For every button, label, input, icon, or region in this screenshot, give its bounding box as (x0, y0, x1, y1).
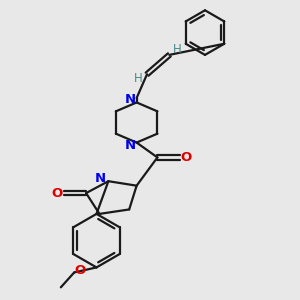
Text: O: O (180, 151, 191, 164)
Text: O: O (52, 187, 63, 200)
Text: N: N (94, 172, 106, 185)
Text: H: H (134, 72, 143, 85)
Text: N: N (124, 139, 136, 152)
Text: O: O (74, 265, 86, 278)
Text: N: N (124, 93, 136, 106)
Text: H: H (173, 43, 182, 56)
